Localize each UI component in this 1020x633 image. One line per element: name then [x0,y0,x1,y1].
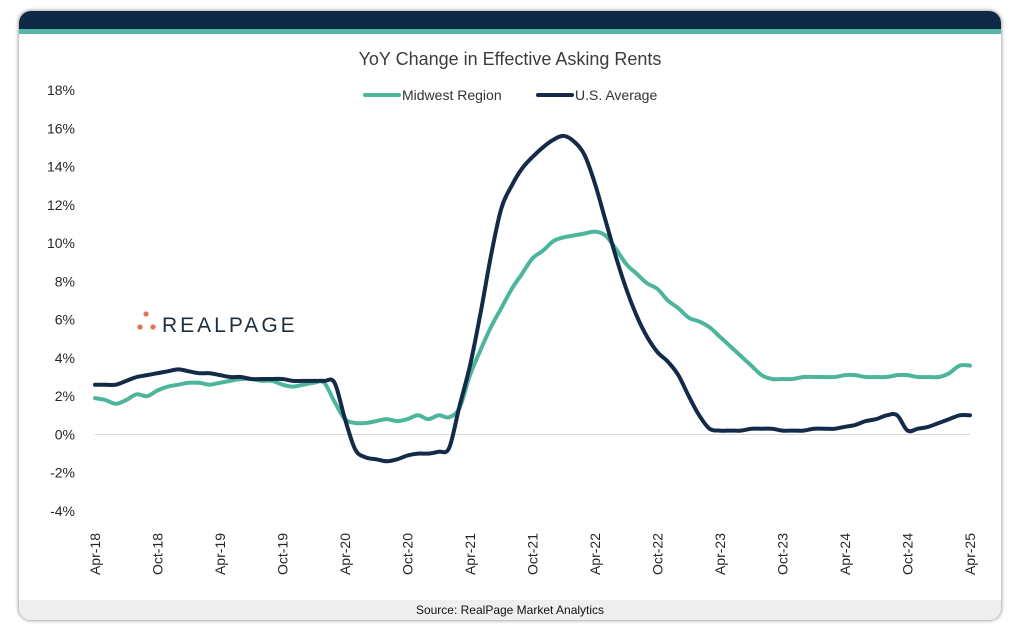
y-tick-label: 2% [55,388,75,404]
logo-dot-right [150,324,156,330]
y-axis-tick-labels: 18% 16% 14% 12% 10% 8% 6% 4% 2% 0% -2% -4% [47,82,75,519]
x-tick-label: Oct-19 [275,533,291,575]
y-tick-label: 16% [47,120,75,136]
y-tick-label: 12% [47,197,75,213]
logo-wordmark: REALPAGE [162,314,298,337]
y-tick-label: 0% [55,426,75,442]
x-tick-label: Apr-24 [837,533,853,575]
y-tick-label: 10% [47,235,75,251]
x-tick-label: Oct-18 [150,533,166,575]
x-tick-label: Apr-25 [962,533,978,575]
y-tick-label: 6% [55,312,75,328]
y-tick-label: 18% [47,82,75,98]
x-axis-tick-labels: Apr-18 Oct-18 Apr-19 Oct-19 Apr-20 Oct-20 Apr-… [87,533,978,575]
x-tick-label: Apr-19 [212,533,228,575]
y-tick-label: 14% [47,159,75,175]
x-tick-label: Apr-18 [87,533,103,575]
header-bar [19,11,1001,33]
x-tick-label: Oct-23 [775,533,791,575]
x-tick-label: Apr-23 [712,533,728,575]
x-tick-label: Apr-21 [462,533,478,575]
x-tick-label: Oct-21 [525,533,541,575]
y-tick-label: 8% [55,273,75,289]
legend-label: Midwest Region [402,87,502,103]
line-chart: YoY Change in Effective Asking Rents Mid… [47,49,978,575]
y-tick-label: -2% [50,465,75,481]
x-tick-label: Apr-20 [337,533,353,575]
chart-title: YoY Change in Effective Asking Rents [359,49,662,69]
y-tick-label: -4% [50,503,75,519]
x-tick-label: Apr-22 [587,533,603,575]
logo-dot-top [143,311,149,317]
x-tick-label: Oct-22 [650,533,666,575]
source-footer: Source: RealPage Market Analytics [19,600,1001,620]
logo-dot-left [137,324,143,330]
series-lines [93,133,972,464]
legend-label: U.S. Average [575,87,657,103]
realpage-logo: REALPAGE [137,311,298,337]
source-note: Source: RealPage Market Analytics [415,603,605,617]
series-line-us-average [93,133,972,464]
chart-card: YoY Change in Effective Asking Rents Mid… [19,11,1001,620]
y-tick-label: 4% [55,350,75,366]
x-tick-label: Oct-20 [400,533,416,575]
legend: Midwest Region U.S. Average [363,87,657,103]
header-accent-bar [19,29,1001,34]
x-tick-label: Oct-24 [900,533,916,575]
